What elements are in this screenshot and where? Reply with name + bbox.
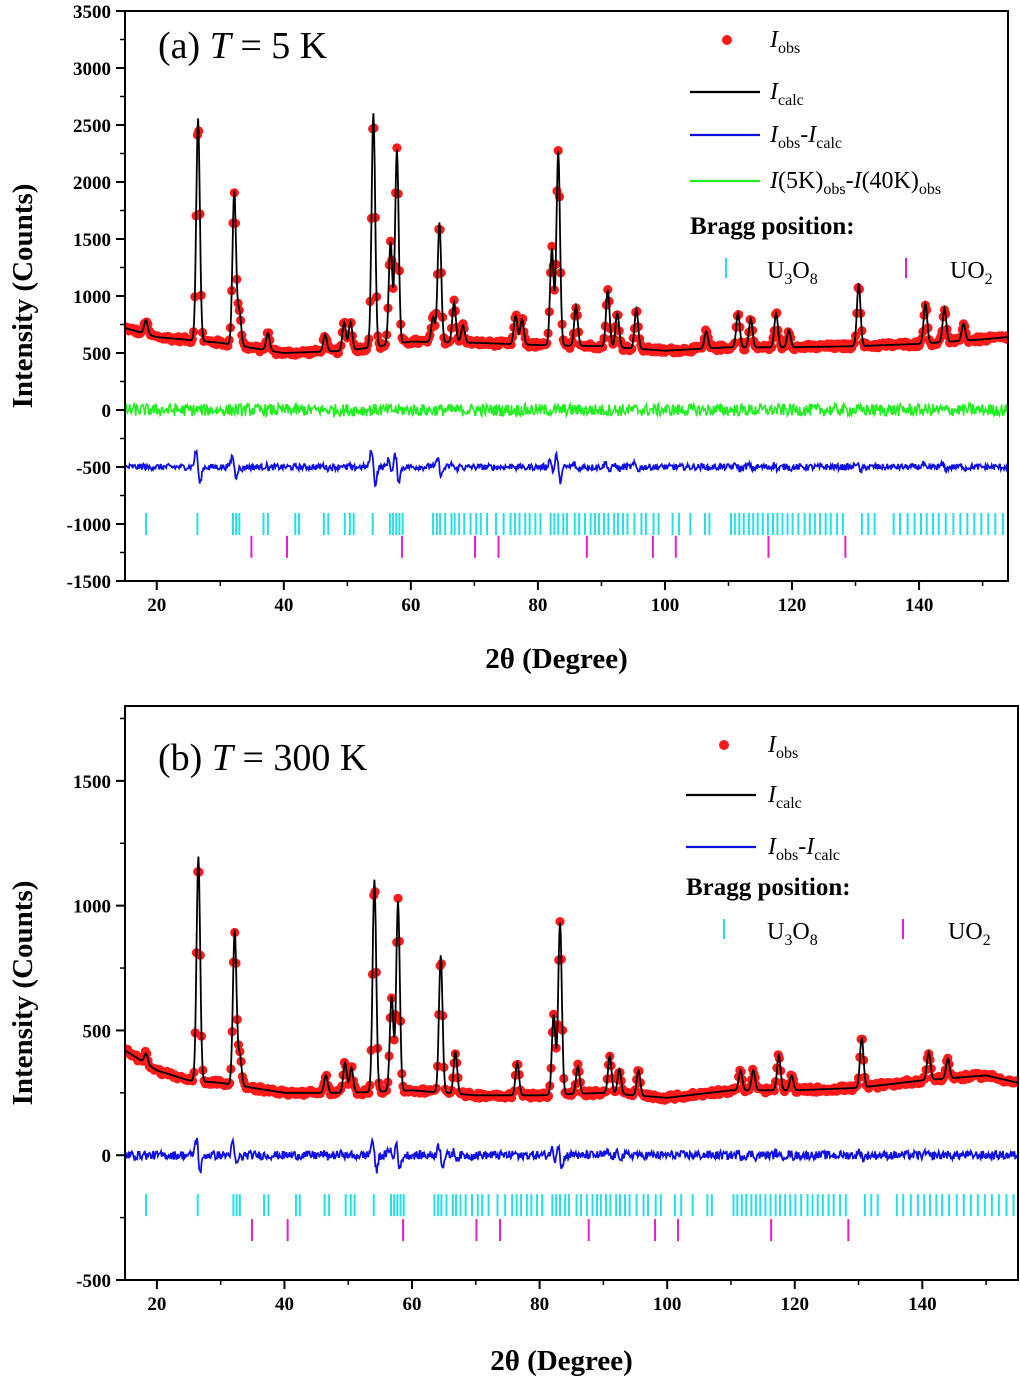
obs-point [767,342,777,352]
x-tick-label: 40 [274,595,293,616]
axes-frame [124,10,1009,582]
obs-point [347,1062,357,1072]
y-axis-title: Intensity (Counts) [7,184,39,409]
calc-line [125,856,1018,1099]
calc-line [125,113,1008,354]
legend-label: Iobs-Icalc [767,834,840,864]
y-tick-label: 500 [83,344,112,365]
obs-point [388,283,398,293]
x-tick-label: 140 [905,595,934,616]
y-tick-label: 500 [83,1021,112,1042]
y-tick-label: -500 [76,458,111,479]
obs-point [188,1076,198,1086]
bragg-legend-label: U3O8 [767,919,818,949]
obs-point [506,339,516,350]
y-tick-label: 0 [102,401,112,422]
plot-area [125,113,1008,558]
obs-point [389,1035,399,1045]
obs-point [385,236,396,246]
x-tick-label: 20 [147,595,166,616]
legend-obs-symbol [722,35,732,45]
bragg-legend-label: U3O8 [767,258,818,288]
obs-point [518,314,528,324]
panel-title: (b) T = 300 K [158,737,368,779]
x-tick-label: 40 [275,1294,294,1315]
x-tick-label: 20 [147,1294,166,1315]
x-tick-label: 100 [651,595,680,616]
y-tick-label: 3000 [73,59,111,80]
obs-point [555,917,565,927]
x-tick-label: 120 [778,595,807,616]
difference-5k-40k-line [125,400,1008,419]
legend-label: Iobs [769,27,800,57]
x-tick-label: 80 [530,1294,549,1315]
plot-area [125,856,1018,1242]
legend: Iobs Icalc Iobs-Icalc I(5K)obs-I(40K)obs Bra… [690,27,993,288]
y-tick-label: -500 [76,1271,111,1292]
obs-point [543,1091,554,1101]
y-tick-label: 1500 [73,772,111,793]
obs-point [553,146,563,156]
obs-point [769,1086,779,1096]
x-tick-label: 60 [401,595,420,616]
y-tick-label: 0 [102,1146,112,1167]
y-tick-label: 1000 [73,897,111,918]
panel-title: (a) T = 5 K [158,25,328,67]
legend-obs-symbol [719,740,729,750]
bragg-legend-label: UO2 [950,258,993,288]
legend-label: Iobs [767,732,798,762]
x-axis-title: 2θ (Degree) [485,643,628,675]
x-tick-label: 120 [781,1294,810,1315]
obs-point [547,241,557,251]
x-tick-label: 60 [403,1294,422,1315]
observed-markers [125,867,1018,1105]
obs-point [627,344,637,354]
y-tick-label: 2500 [73,116,111,137]
x-axis-title: 2θ (Degree) [490,1345,633,1377]
y-tick-label: -1000 [67,515,111,536]
y-tick-label: 2000 [73,173,111,194]
bragg-legend-title: Bragg position: [686,874,851,901]
obs-point [1013,1076,1018,1086]
obs-point [598,342,608,352]
y-tick-label: 1000 [73,287,111,308]
obs-point [364,1088,374,1098]
x-tick-label: 100 [653,1294,682,1315]
panel-b: 20 40 60 80 100 120 140 -500 0 500 1000 1500 2θ (Deg… [7,705,1019,1377]
x-tick-label: 80 [528,595,547,616]
y-tick-label: 1500 [73,230,111,251]
y-tick-label: 3500 [73,2,111,23]
legend-label: I(5K)obs-I(40K)obs [769,168,941,198]
legend-label: Icalc [767,782,802,812]
observed-markers [125,123,1008,360]
obs-point [392,143,402,153]
x-tick-label: 140 [908,1294,937,1315]
obs-point [317,346,327,356]
obs-point [393,893,403,903]
obs-point [430,320,440,331]
axes-frame [124,705,1019,1281]
obs-calc-difference-line [125,1136,1018,1174]
bragg-legend-title: Bragg position: [690,213,855,240]
obs-calc-difference-line [125,448,1008,488]
obs-point [549,1009,559,1019]
panel-a: 20 40 60 80 100 120 140 -1500 -1000 -500 0 500 1000 1… [7,2,1009,675]
y-axis-title: Intensity (Counts) [7,881,39,1106]
bragg-legend-label: UO2 [948,919,991,949]
legend-label: Icalc [769,79,804,109]
legend-label: Iobs-Icalc [769,122,842,152]
y-tick-label: -1500 [67,572,111,593]
legend: Iobs Icalc Iobs-Icalc Bragg position: U3O8 UO… [686,732,991,949]
